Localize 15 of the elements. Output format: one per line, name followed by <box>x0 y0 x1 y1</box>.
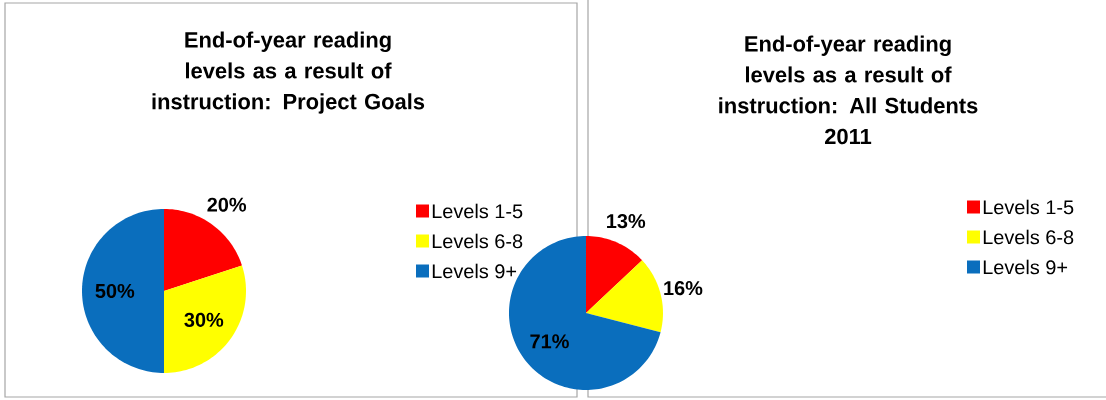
data-label: 30% <box>184 312 224 327</box>
legend-label: Levels 1-5 <box>432 203 523 219</box>
data-label: 20% <box>207 197 247 212</box>
legend-label: Levels 9+ <box>432 263 517 279</box>
chart-title: End-of-year reading levels as a result of instruction: All Students <box>719 35 978 114</box>
legend-label: Levels 6-8 <box>983 229 1074 245</box>
data-label: 13% <box>607 214 646 229</box>
chart-subtitle: 2011 <box>824 128 872 145</box>
data-label: 50% <box>95 283 135 298</box>
legend-label: Levels 9+ <box>983 259 1068 275</box>
legend-label: Levels 6-8 <box>432 233 523 249</box>
chart-title: End-of-year reading levels as a result of instruction: Project Goals <box>152 31 425 114</box>
data-label: 16% <box>664 281 703 296</box>
data-label: 71% <box>530 334 569 349</box>
legend-label: Levels 1-5 <box>983 199 1074 215</box>
